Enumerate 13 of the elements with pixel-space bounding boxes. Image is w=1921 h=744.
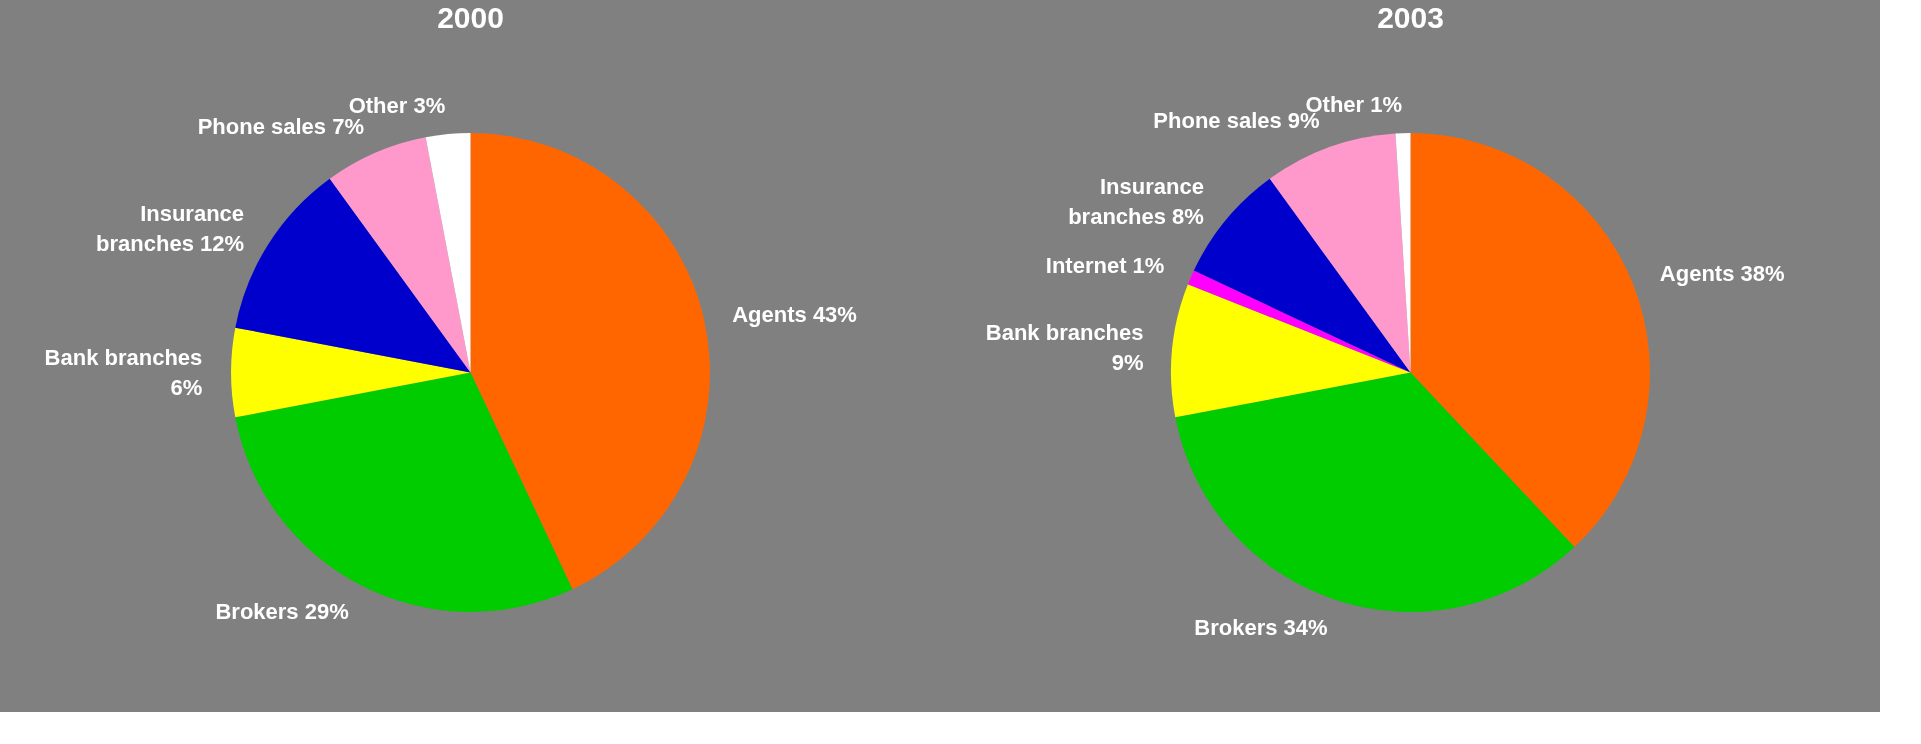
- slice-label: Insurance branches 8%: [1068, 174, 1204, 230]
- slice-label: Internet 1%: [1045, 253, 1165, 279]
- slice-label: Bank branches: [44, 345, 203, 370]
- slice-label: Brokers 34%: [1194, 615, 1328, 641]
- chart-title: 2000: [437, 0, 504, 34]
- chart-title: 2003: [1377, 0, 1444, 34]
- slice-label: Brokers 29%: [215, 598, 349, 624]
- slice-label: Insurance branches 12%: [96, 201, 245, 257]
- data-label: 6%: [170, 375, 203, 400]
- slice-label: Bank branches: [985, 319, 1144, 345]
- slice-label: Agents 43%: [732, 301, 857, 327]
- slice-label: Agents 38%: [1659, 261, 1785, 287]
- data-label: 9%: [1111, 349, 1144, 375]
